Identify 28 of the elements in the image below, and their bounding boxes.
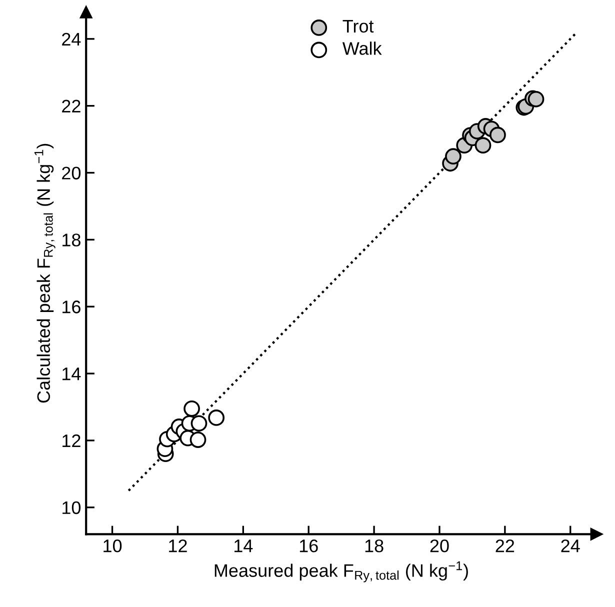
y-tick-label: 12 bbox=[62, 434, 80, 448]
x-tick-label: 14 bbox=[234, 540, 253, 552]
x-tick-label: 16 bbox=[300, 540, 318, 552]
y-tick-label: 18 bbox=[62, 234, 80, 246]
point bbox=[190, 432, 206, 448]
y-axis-title: Calculated peak F$_{Ry,total}$ (N kg$^{−1}$) bbox=[34, 144, 56, 403]
y-tick-label: 22 bbox=[62, 100, 80, 112]
x-tick-label: 24 bbox=[561, 540, 580, 552]
point bbox=[445, 148, 462, 165]
x-tick-label: 10 bbox=[104, 540, 122, 552]
point bbox=[184, 400, 200, 417]
y-tick-label: 20 bbox=[62, 166, 81, 180]
y-tick-label: 16 bbox=[62, 300, 80, 314]
y-tick-label: 14 bbox=[62, 368, 81, 380]
y-tick-label: 10 bbox=[62, 501, 81, 514]
x-tick-label: 12 bbox=[169, 540, 187, 552]
x-tick-label: 20 bbox=[430, 540, 449, 552]
point bbox=[474, 137, 492, 154]
point bbox=[490, 126, 506, 144]
x-tick-label: 18 bbox=[365, 540, 384, 552]
point bbox=[528, 90, 544, 108]
point bbox=[190, 415, 208, 432]
x-axis-title: Measured peak F$_{Ry,total}$ (N kg$^{−1}$) bbox=[214, 561, 468, 582]
point bbox=[208, 410, 225, 426]
legend-label: Trot bbox=[342, 20, 374, 33]
x-tick-label: 22 bbox=[496, 540, 514, 552]
legend-label: Walk bbox=[342, 42, 382, 55]
y-tick-label: 24 bbox=[62, 32, 81, 46]
